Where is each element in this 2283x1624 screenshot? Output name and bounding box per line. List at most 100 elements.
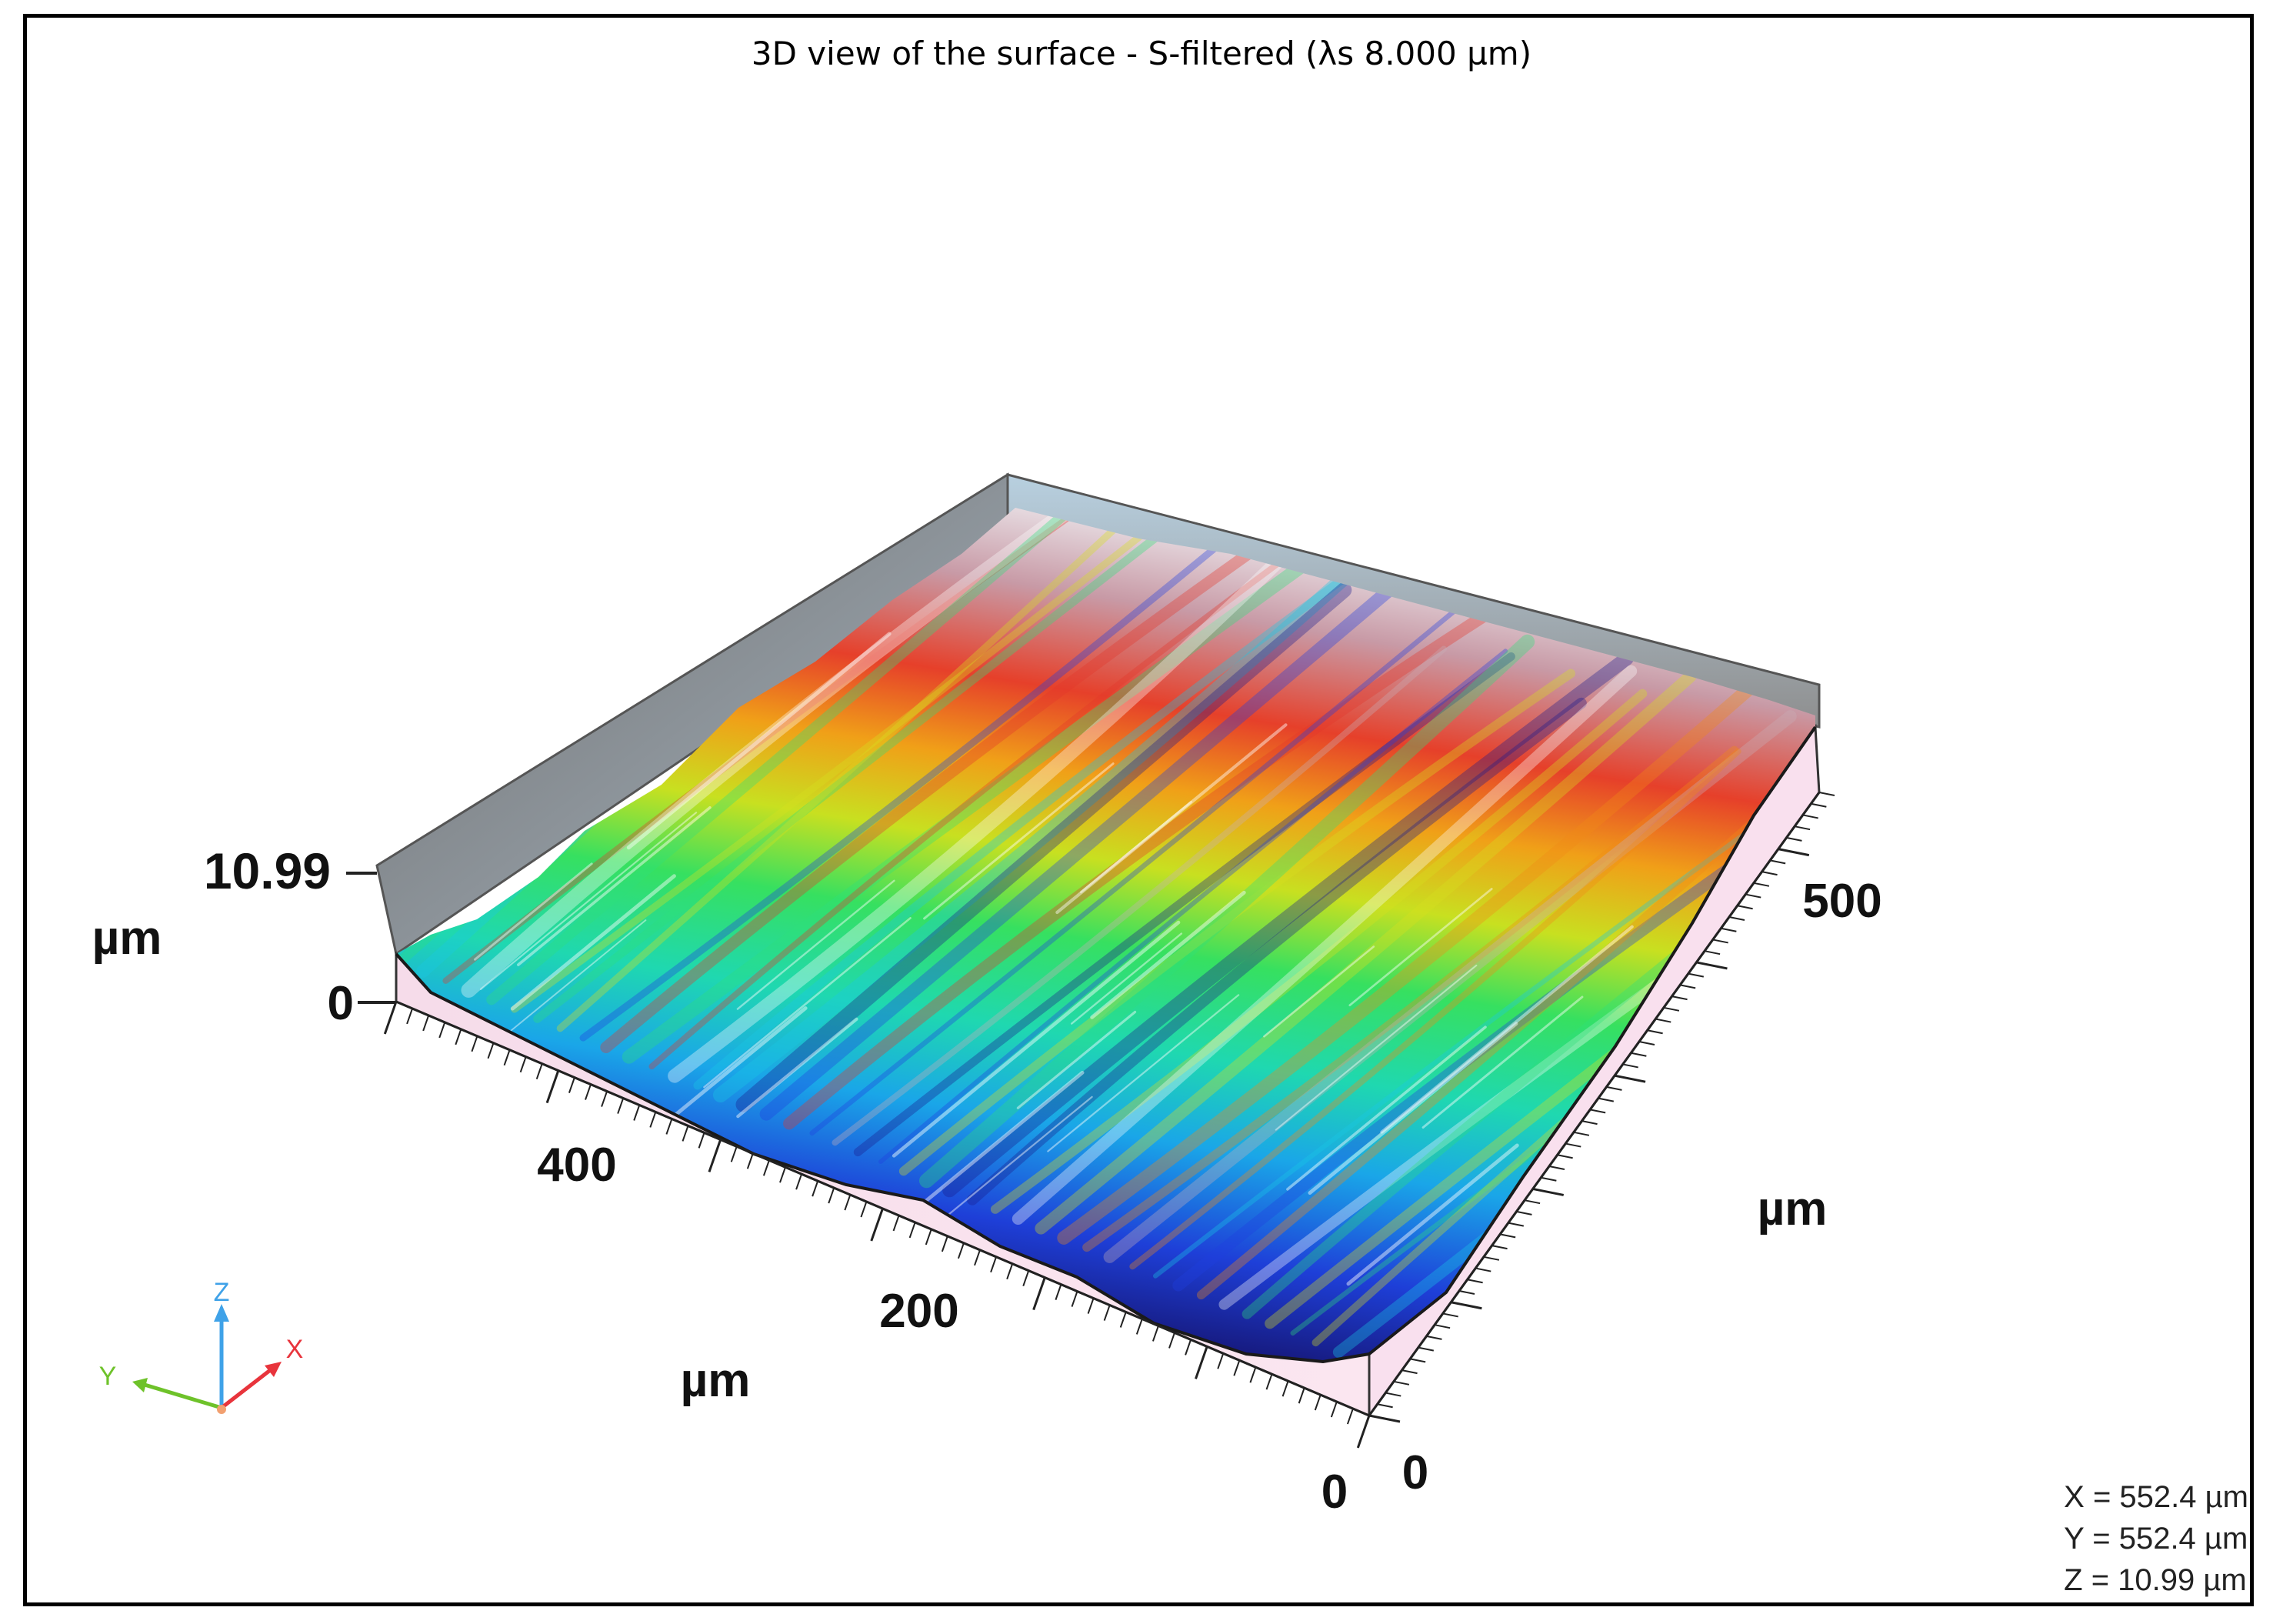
surface-highlight <box>736 1017 858 1119</box>
chart-title: 3D view of the surface - S-filtered (λs … <box>751 35 1532 72</box>
front-axis-tick <box>730 1145 738 1162</box>
front-axis-tick <box>941 1236 948 1252</box>
front-tick-label-400: 400 <box>537 1139 616 1192</box>
front-axis-tick <box>1281 1380 1289 1397</box>
surface-highlight <box>1047 994 1240 1152</box>
front-axis-tick <box>585 1084 592 1100</box>
front-axis-tick <box>1330 1401 1338 1418</box>
z-axis-max-label: 10.99 <box>204 842 331 899</box>
right-axis-tick <box>1704 950 1721 955</box>
surface-highlight <box>1016 1010 1137 1109</box>
front-axis-tick <box>828 1187 835 1204</box>
front-axis-tick <box>779 1166 786 1183</box>
surface-highlight <box>1421 995 1584 1129</box>
surface-ridge <box>990 689 1648 1214</box>
front-axis-tick <box>860 1201 868 1218</box>
right-tick-label-500: 500 <box>1802 875 1881 928</box>
front-axis-tick <box>682 1125 689 1142</box>
surface-highlight <box>510 874 676 1011</box>
right-axis-tick <box>1475 1267 1491 1272</box>
front-axis-unit: µm <box>681 1354 751 1407</box>
right-axis-tick <box>1606 1085 1622 1091</box>
origin-dot <box>217 1405 226 1414</box>
surface-highlight <box>1055 723 1288 915</box>
right-axis-tick <box>1647 1029 1663 1035</box>
front-axis-tick <box>487 1042 495 1059</box>
front-axis-tick <box>1195 1346 1208 1379</box>
right-axis-tick <box>1524 1199 1541 1205</box>
surface-highlight <box>479 812 698 990</box>
front-tick-label-200: 200 <box>879 1285 958 1338</box>
surface-ridge <box>1057 682 1756 1245</box>
front-axis-tick <box>383 1001 398 1035</box>
surface-highlight <box>1090 890 1246 1019</box>
x-arrow <box>220 1369 271 1409</box>
y-indicator-label: Y <box>99 1362 117 1391</box>
right-axis-tick <box>1451 1301 1482 1310</box>
front-axis-tick <box>990 1256 998 1273</box>
front-axis-tick <box>892 1215 900 1232</box>
surface-ridge <box>1035 670 1697 1235</box>
right-axis-tick <box>1377 1403 1393 1409</box>
right-axis-tick <box>1622 1063 1638 1069</box>
right-axis-tick <box>1721 927 1737 932</box>
front-axis-ticks <box>383 1001 1371 1449</box>
front-axis-tick <box>471 1035 478 1052</box>
front-axis-tick <box>908 1222 916 1239</box>
front-axis-tick <box>698 1132 705 1149</box>
surface-ridge <box>1012 665 1638 1226</box>
right-axis-tick <box>1581 1120 1598 1125</box>
surface-highlight <box>517 805 712 966</box>
surface-ridge <box>832 645 1447 1146</box>
right-axis-tick <box>1565 1142 1581 1148</box>
front-axis-tick <box>870 1208 884 1242</box>
front-axis-tick <box>455 1029 462 1045</box>
dimensions-readout: X = 552.4 µm Y = 552.4 µm Z = 10.99 µm <box>2064 1476 2248 1601</box>
front-axis-tick <box>812 1180 819 1197</box>
right-axis-tick <box>1671 995 1688 1001</box>
right-axis-tick <box>1663 1006 1680 1012</box>
surface-ridge <box>759 561 1422 1121</box>
front-axis-tick <box>617 1098 625 1114</box>
surface-highlight <box>1080 800 1192 894</box>
right-axis-tick <box>1589 1109 1606 1114</box>
front-tick-label-0: 0 <box>1321 1466 1348 1519</box>
surface-ridge <box>622 537 1339 1064</box>
front-axis-tick <box>1006 1263 1014 1280</box>
front-axis-tick <box>957 1242 965 1259</box>
front-axis-tick <box>519 1056 527 1073</box>
x-arrow-head <box>265 1362 282 1377</box>
right-axis-unit: µm <box>1758 1182 1828 1236</box>
x-indicator-label: X <box>286 1335 304 1364</box>
surface-ridge <box>648 544 1304 1070</box>
front-axis-tick <box>1185 1339 1192 1356</box>
front-axis-tick <box>1022 1270 1030 1287</box>
surface-highlight <box>736 879 895 1010</box>
front-axis-tick <box>1071 1291 1078 1307</box>
surface-ridge <box>579 517 1252 1042</box>
surface-ridge <box>693 549 1383 1090</box>
right-axis-line <box>1368 792 1821 1416</box>
front-axis-tick <box>1265 1373 1273 1390</box>
front-axis-tick <box>1032 1277 1046 1311</box>
right-axis-tick <box>1696 961 1728 970</box>
surface-ridge <box>461 508 1137 998</box>
right-axis-tick <box>1442 1312 1458 1318</box>
right-axis-tick <box>1786 836 1802 842</box>
right-axis-tick <box>1532 1187 1565 1196</box>
surface-ridge <box>966 697 1587 1205</box>
surface-ridge <box>1129 748 1741 1270</box>
surface-ridge <box>898 669 1576 1176</box>
right-axis-tick <box>1614 1074 1646 1083</box>
front-axis-tick <box>925 1229 932 1246</box>
right-axis-tick <box>1655 1018 1671 1023</box>
front-axis-tick <box>665 1119 673 1135</box>
right-axis-tick <box>1458 1290 1475 1295</box>
front-axis-tick <box>535 1063 543 1080</box>
surface-ridge <box>809 585 1486 1136</box>
surface-ridge <box>878 649 1508 1165</box>
surface-highlight <box>1071 932 1183 1025</box>
surface-ridge <box>712 571 1351 1103</box>
right-axis-tick <box>1712 939 1728 944</box>
right-axis-tick <box>1491 1245 1508 1250</box>
